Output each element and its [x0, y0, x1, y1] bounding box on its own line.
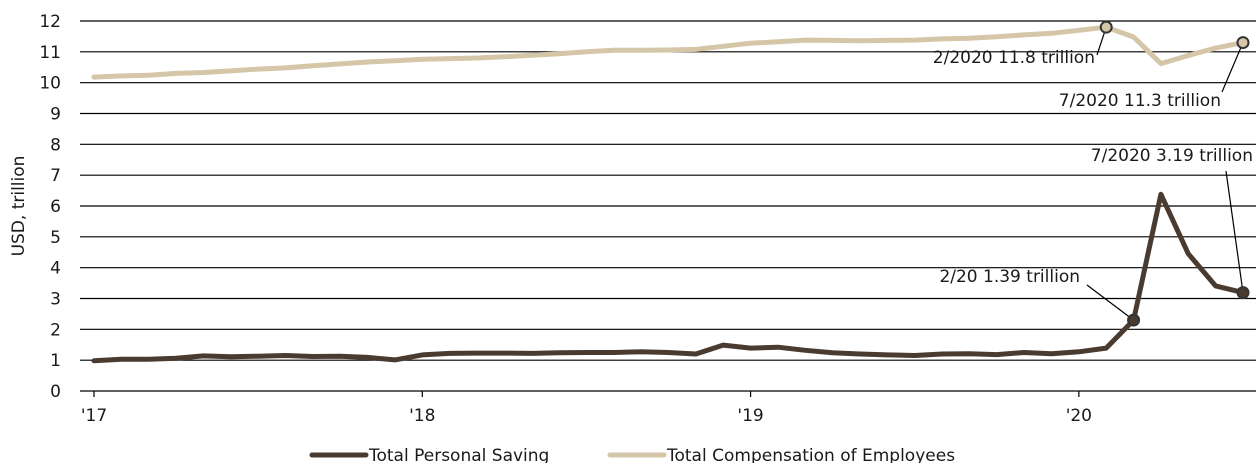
legend-label-compensation: Total Compensation of Employees	[666, 446, 955, 463]
y-tick-label: 9	[50, 105, 61, 125]
y-tick-label: 5	[50, 228, 61, 248]
annotation-label: 2/2020 11.8 trillion	[933, 48, 1095, 68]
y-tick-label: 7	[50, 166, 61, 186]
y-tick-label: 4	[50, 259, 61, 279]
annotation-marker	[1236, 36, 1250, 50]
x-tick-label: '18	[409, 406, 435, 426]
x-axis-ticks: '17 '18 '19 '20	[81, 391, 1092, 426]
y-tick-label: 12	[39, 12, 61, 32]
annotation-marker	[1236, 286, 1250, 300]
annotation-leader	[1225, 170, 1244, 293]
annotation-label: 7/2020 11.3 trillion	[1059, 91, 1221, 111]
y-tick-label: 6	[50, 197, 61, 217]
annotations: 2/2020 11.8 trillion 7/2020 11.3 trillion…	[933, 20, 1253, 327]
y-tick-label: 3	[50, 290, 61, 310]
x-tick-label: '19	[737, 406, 763, 426]
annotation-marker	[1127, 313, 1141, 327]
x-tick-label: '17	[81, 406, 107, 426]
series-line-1	[91, 24, 1246, 80]
gridlines	[80, 20, 1256, 392]
annotation-label: 2/20 1.39 trillion	[939, 267, 1080, 287]
y-tick-label: 11	[39, 43, 61, 63]
x-tick-label: '20	[1066, 406, 1092, 426]
y-tick-label: 10	[39, 74, 61, 94]
annotation-label: 7/2020 3.19 trillion	[1091, 146, 1253, 166]
series-line-0	[91, 191, 1246, 364]
y-tick-label: 8	[50, 135, 61, 155]
y-axis-title: USD, trillion	[9, 156, 29, 257]
annotation-marker	[1099, 20, 1113, 34]
annotation-leader	[1221, 42, 1244, 93]
annotation-leader	[1086, 284, 1134, 321]
legend: Total Personal Saving Total Compensation…	[309, 446, 955, 463]
y-tick-label: 1	[50, 351, 61, 371]
y-tick-label: 2	[50, 320, 61, 340]
y-tick-label: 0	[50, 382, 61, 402]
series-lines	[91, 24, 1246, 364]
legend-label-personal-saving: Total Personal Saving	[368, 446, 549, 463]
